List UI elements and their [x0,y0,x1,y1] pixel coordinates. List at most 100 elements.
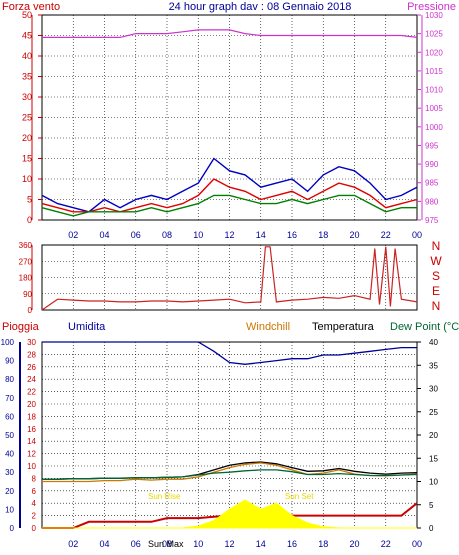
pressure-tick-label: 1025 [425,30,443,39]
rain-tick-label: 22 [27,388,36,397]
wind-tick-label: 15 [22,154,32,164]
x-tick-label: 20 [349,230,359,240]
humidity-tick-label: 0 [10,524,15,533]
x-tick-label: 00 [412,539,422,549]
rain-tick-label: 28 [27,350,36,359]
wind-tick-label: 10 [22,174,32,184]
x-tick-label: 06 [131,230,141,240]
windchill-label: Windchill [246,321,290,333]
temp-tick-label: 30 [429,385,438,394]
temp-tick-label: 40 [429,338,438,347]
rain-tick-label: 2 [32,512,37,521]
x-tick-label: 22 [381,230,391,240]
pressure-tick-label: 975 [425,216,439,225]
x-tick-label: 14 [256,230,266,240]
pressure-tick-label: 1020 [425,48,443,57]
humidity-tick-label: 90 [5,357,14,366]
dewpoint-label: Dew Point (°C [390,321,459,333]
rain-tick-label: 8 [32,474,37,483]
avg-line [41,194,417,217]
compass-label: E [432,284,440,298]
wind-tick-label: 20 [22,133,32,143]
solar-area [42,499,417,529]
rain-tick-label: 0 [32,524,37,533]
x-tick-label: 06 [131,539,141,549]
rain-tick-label: 4 [32,499,37,508]
x-tick-label: 22 [381,539,391,549]
humidity-line [42,341,417,365]
pressure-tick-label: 980 [425,197,439,206]
x-tick-label: 04 [99,230,109,240]
wind-tick-label: 45 [22,31,32,41]
sun-set-label: Sun Set [285,492,314,501]
temperature-line [42,461,418,480]
wind-tick-label: 30 [22,92,32,102]
rain-tick-label: 12 [27,450,36,459]
wind-tick-label: 50 [22,10,32,20]
x-tick-label: 20 [349,539,359,549]
compass-label: W [430,254,442,268]
humidity-tick-label: 80 [5,375,14,384]
humidity-tick-label: 40 [5,450,14,459]
rain-tick-label: 20 [27,400,36,409]
pressure-tick-label: 1010 [425,86,443,95]
rain-tick-label: 10 [27,462,36,471]
x-tick-label: 18 [318,230,328,240]
pressure-tick-label: 990 [425,160,439,169]
direction-tick-label: 360 [19,241,33,250]
wind-tick-label: 5 [27,195,32,205]
direction-tick-label: 180 [19,274,33,283]
direction-tick-label: 0 [28,306,33,315]
x-tick-label: 18 [318,539,328,549]
humidity-tick-label: 10 [5,505,14,514]
rain-tick-label: 6 [32,487,37,496]
chart-title: 24 hour graph dav : 08 Gennaio 2018 [169,1,352,13]
compass-label: N [432,239,441,253]
pressure-tick-label: 1015 [425,67,443,76]
pressure-axis-title: Pressione [407,1,456,13]
temp-tick-label: 35 [429,361,438,370]
axes: 0202040406060808101012121414161618182020… [1,10,444,549]
pressure-tick-label: 1030 [425,11,443,20]
pressure-tick-label: 995 [425,141,439,150]
wind-tick-label: 40 [22,51,32,61]
humidity-label: Umidita [68,321,106,333]
humidity-tick-label: 20 [5,487,14,496]
x-tick-label: 12 [224,539,234,549]
x-tick-label: 04 [99,539,109,549]
humidity-tick-label: 60 [5,412,14,421]
pressure-tick-label: 1005 [425,104,443,113]
x-tick-label: 14 [256,539,266,549]
wind-line [41,178,418,213]
compass-label: N [432,299,441,313]
humidity-tick-label: 50 [5,431,14,440]
humidity-tick-label: 30 [5,468,14,477]
direction-tick-label: 270 [19,257,33,266]
x-tick-label: 16 [287,539,297,549]
x-tick-label: 08 [162,539,172,549]
x-tick-label: 02 [68,539,78,549]
direction-tick-label: 90 [23,290,32,299]
wind-axis-title: Forza vento [2,1,60,13]
temp-tick-label: 20 [429,431,438,440]
x-tick-label: 10 [193,230,203,240]
temp-tick-label: 10 [429,478,438,487]
humidity-tick-label: 100 [1,338,15,347]
pressure-tick-label: 1000 [425,123,443,132]
compass-label: S [432,269,440,283]
x-tick-label: 10 [193,539,203,549]
humidity-tick-label: 70 [5,394,14,403]
pressure-line [42,29,418,39]
rain-tick-label: 24 [27,375,36,384]
rain-tick-label: 16 [27,425,36,434]
rain-tick-label: 30 [27,338,36,347]
wind-direction-line [41,246,418,311]
x-tick-label: 12 [224,230,234,240]
temperature-label: Temperatura [312,321,375,333]
rain-axis-title: Pioggia [2,321,40,333]
panels [41,14,418,529]
rain-tick-label: 14 [27,437,36,446]
rain-tick-label: 18 [27,412,36,421]
rain-tick-label: 26 [27,363,36,372]
series [41,29,418,529]
